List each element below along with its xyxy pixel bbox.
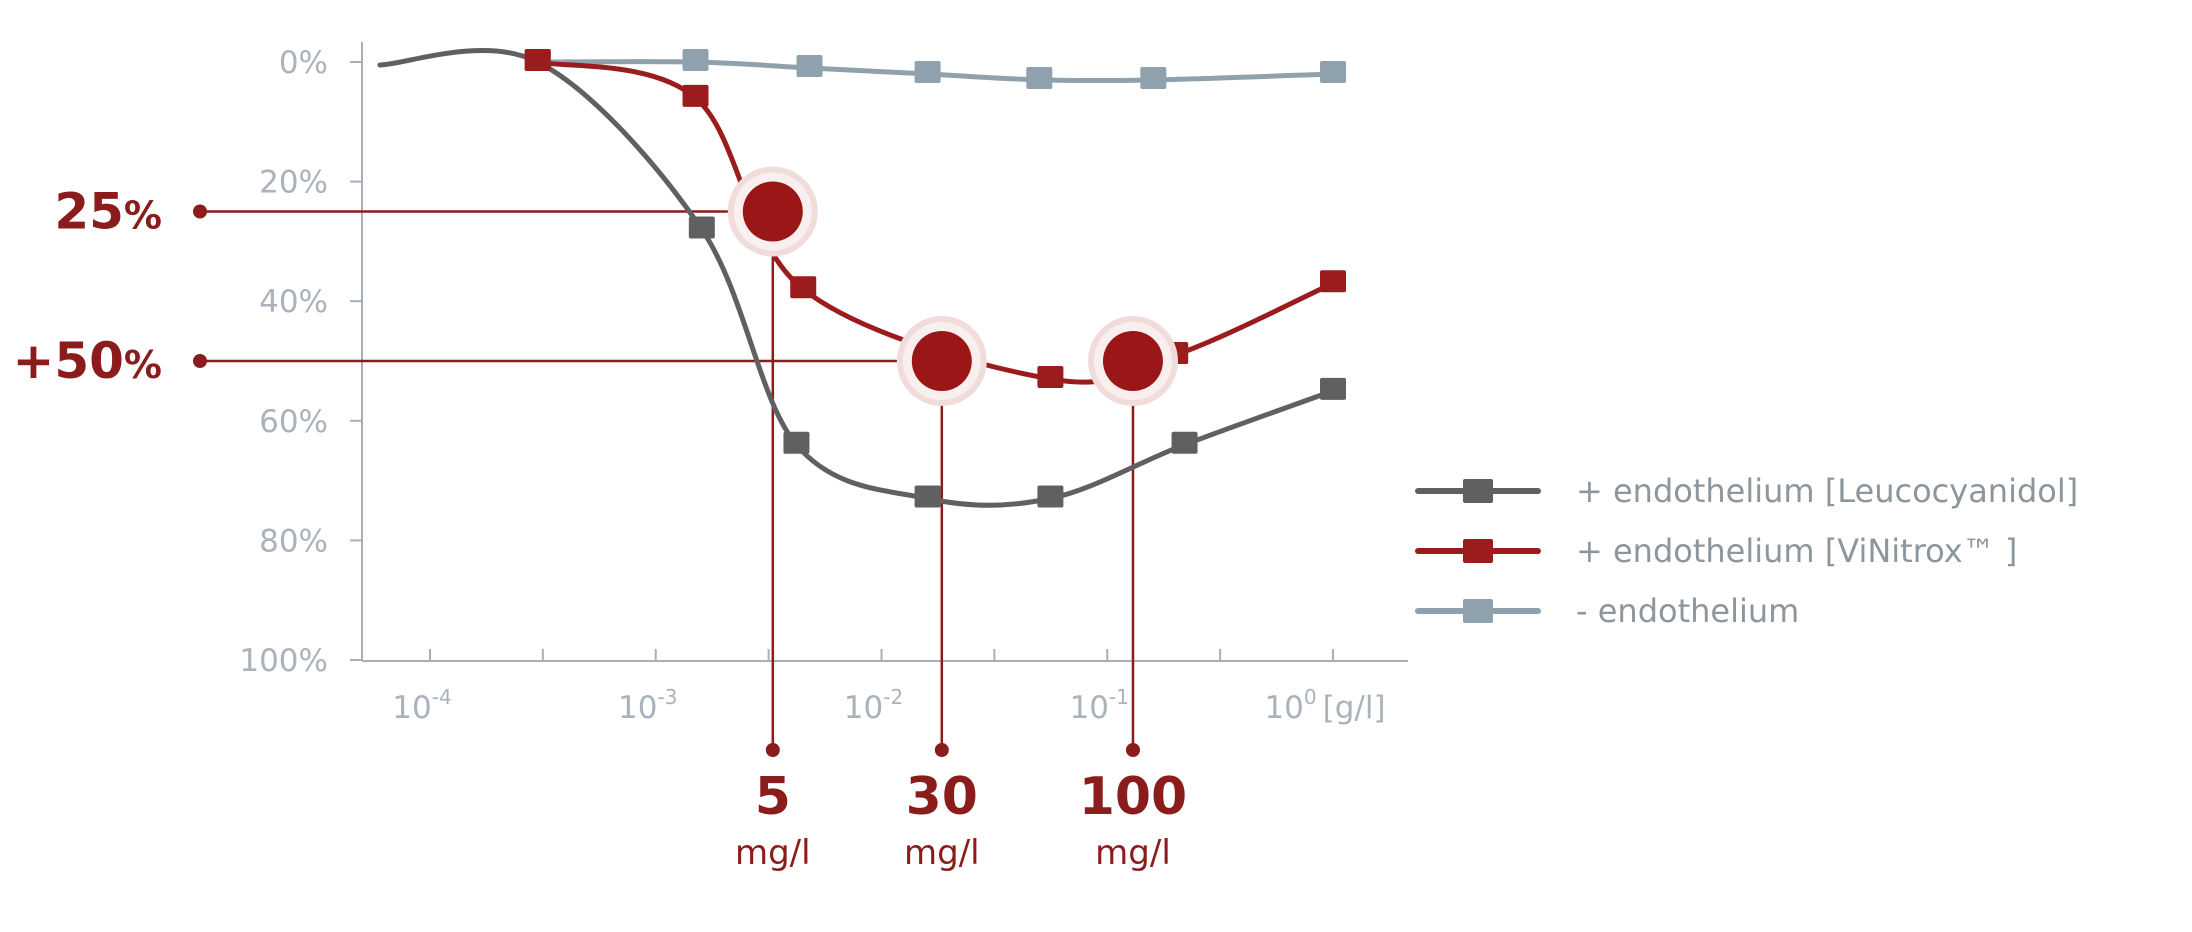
x-tick-exponent: -3 — [658, 685, 678, 709]
legend-marker-0 — [1463, 479, 1493, 503]
highlight-x-unit: mg/l — [1095, 833, 1171, 873]
highlight-y-dot — [193, 354, 207, 368]
series-marker-2 — [1320, 60, 1346, 83]
highlight-x-value: 5 — [755, 767, 791, 827]
y-tick-label: 0% — [279, 45, 328, 81]
highlight-circles — [727, 166, 1178, 406]
series-markers — [524, 49, 1346, 508]
highlight-x-dot — [1125, 743, 1140, 757]
highlight-x-dot — [934, 743, 949, 757]
y-tick-label: 60% — [259, 404, 328, 440]
series-marker-2 — [1140, 66, 1167, 89]
series-marker-2 — [682, 49, 709, 71]
x-tick-label: 100 [g/l] — [1264, 685, 1385, 726]
y-axis-tick-labels: 0% 20% 40% 60% 80% 100% — [239, 45, 328, 679]
x-axis-unit: [g/l] — [1323, 690, 1386, 726]
highlight-y-percent: % — [124, 194, 162, 238]
legend-label-2: - endothelium — [1576, 592, 1799, 630]
x-tick-exponent: -4 — [432, 685, 452, 709]
highlight-point — [742, 181, 803, 242]
series-marker-0 — [783, 431, 810, 454]
axes — [350, 42, 1408, 662]
x-axis-tick-labels: 10-4 10-3 10-2 10-1 100 [g/l] — [392, 685, 1385, 726]
series-marker-2 — [914, 60, 941, 83]
legend-label-1: + endothelium [ViNitrox™ ] — [1576, 532, 2017, 570]
series-marker-0 — [688, 216, 715, 239]
highlight-x-unit: mg/l — [904, 833, 980, 873]
series-marker-1 — [682, 84, 709, 107]
highlight-guide-lines — [193, 204, 1140, 757]
highlight-y-value: +50% — [12, 332, 162, 390]
series-line-0 — [377, 48, 1336, 508]
x-tick-label: 10-1 — [1070, 685, 1129, 726]
highlight-x-unit: mg/l — [735, 833, 811, 873]
highlight-y-dot — [193, 204, 207, 219]
highlight-point — [911, 331, 972, 391]
highlight-x-value: 100 — [1079, 767, 1188, 827]
x-tick-label: 10-3 — [618, 685, 677, 726]
x-tick-label: 10-2 — [844, 685, 903, 726]
legend: + endothelium [Leucocyanidol] + endotheli… — [1415, 472, 2078, 630]
series-marker-0 — [1171, 431, 1198, 454]
x-tick-label: 10-4 — [392, 685, 451, 726]
legend-label-0: + endothelium [Leucocyanidol] — [1576, 472, 2078, 510]
series-marker-0 — [914, 485, 941, 508]
highlight-x-value: 30 — [906, 767, 978, 827]
y-tick-label: 100% — [239, 643, 328, 679]
series-marker-1 — [524, 49, 551, 71]
legend-marker-2 — [1463, 599, 1493, 623]
y-tick-label: 20% — [259, 165, 328, 201]
series-marker-1 — [1037, 365, 1064, 388]
series-marker-2 — [1026, 66, 1053, 89]
highlight-y-value: 25% — [54, 183, 162, 241]
highlight-y-percent: % — [124, 343, 162, 387]
series-marker-1 — [790, 276, 817, 299]
highlight-x-dot — [765, 743, 780, 757]
x-tick-exponent: -2 — [883, 685, 903, 709]
x-tick-exponent: -1 — [1109, 685, 1129, 709]
series-marker-0 — [1320, 377, 1346, 400]
x-tick-exponent: 0 — [1304, 685, 1317, 709]
series-marker-2 — [796, 54, 823, 77]
series-marker-1 — [1320, 270, 1346, 293]
legend-marker-1 — [1463, 539, 1493, 563]
series-marker-0 — [1037, 485, 1064, 508]
y-tick-label: 80% — [259, 523, 328, 559]
highlight-point — [1102, 331, 1163, 391]
y-tick-label: 40% — [259, 284, 328, 320]
highlight-labels: 5 mg/l 25% 30 mg/l +50% 100 mg/l — [12, 183, 1187, 874]
